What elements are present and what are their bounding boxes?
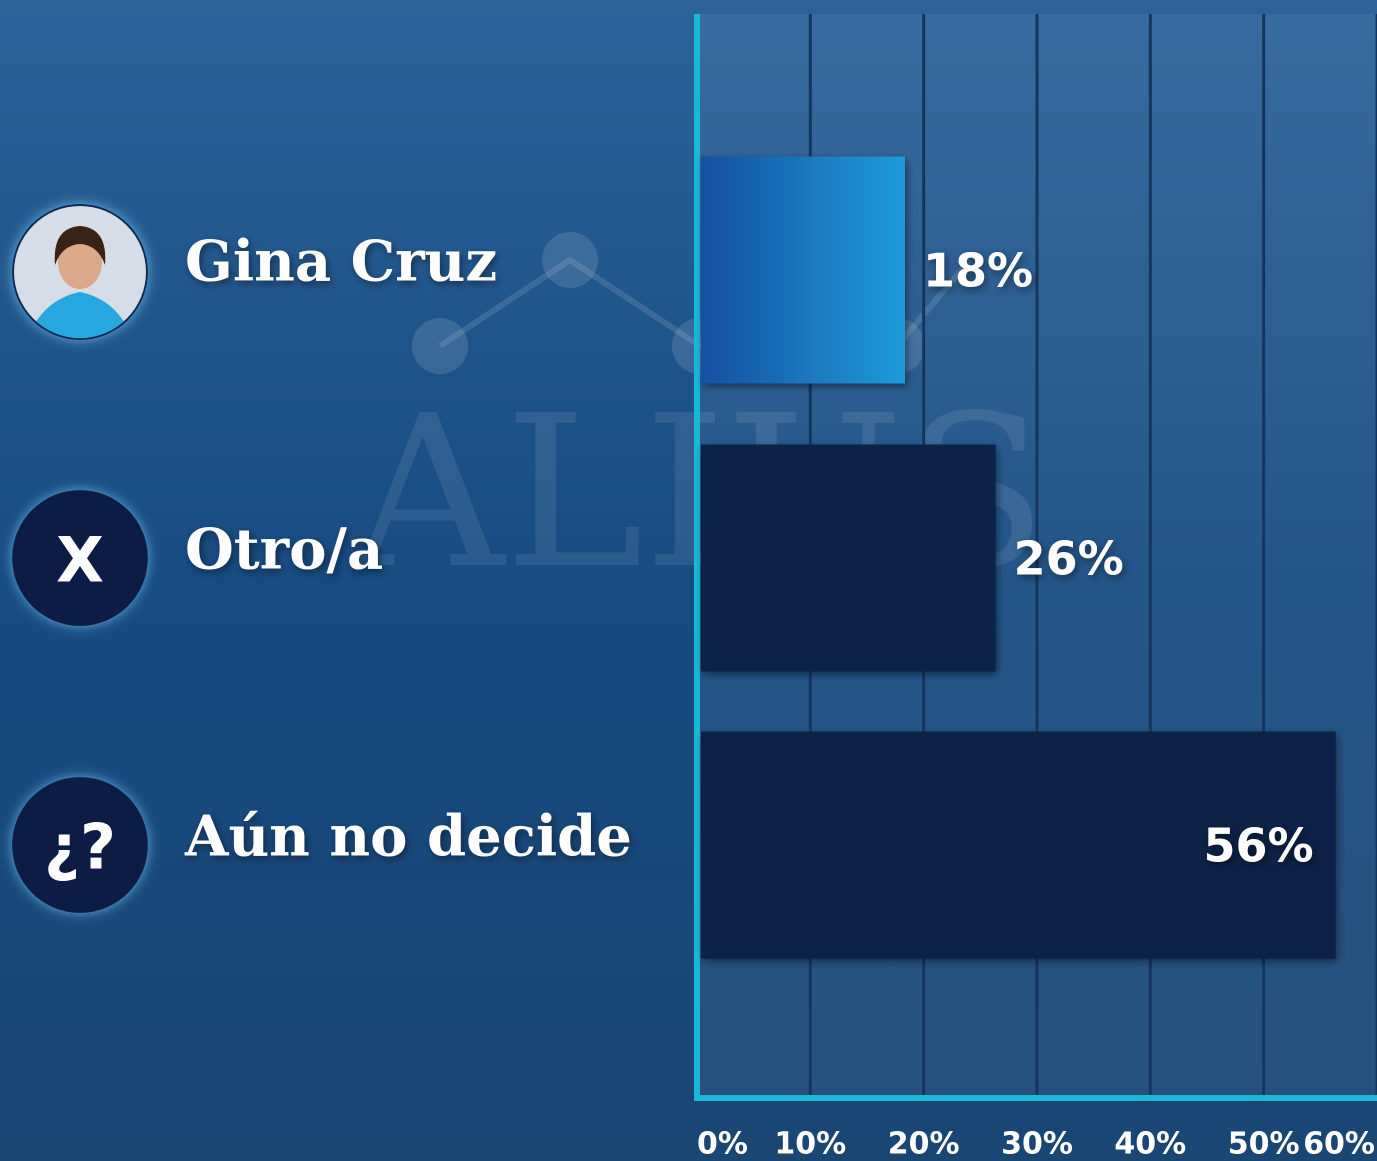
category-icon <box>12 777 148 913</box>
category-icon <box>12 490 148 626</box>
bar <box>701 156 905 384</box>
x-tick-label: 40% <box>1114 1127 1186 1161</box>
category-icon-text: ¿? <box>44 811 116 884</box>
x-tick-label: 50% <box>1228 1127 1300 1161</box>
category-label: Gina Cruz <box>185 229 497 295</box>
bar <box>701 731 1336 959</box>
category-label: Aún no decide <box>184 804 632 870</box>
value-label: 18% <box>923 244 1033 298</box>
x-tick-label: 60% <box>1303 1127 1375 1161</box>
bar <box>701 444 996 672</box>
category-label: Otro/a <box>185 517 383 583</box>
x-tick-label: 10% <box>774 1127 846 1161</box>
value-label: 56% <box>1204 819 1314 873</box>
avatar-photo <box>12 204 148 340</box>
value-label: 26% <box>1014 532 1124 586</box>
x-tick-label: 30% <box>1001 1127 1073 1161</box>
category-icon-text: X <box>56 524 104 597</box>
x-tick-label: 0% <box>697 1127 748 1161</box>
x-tick-label: 20% <box>888 1127 960 1161</box>
